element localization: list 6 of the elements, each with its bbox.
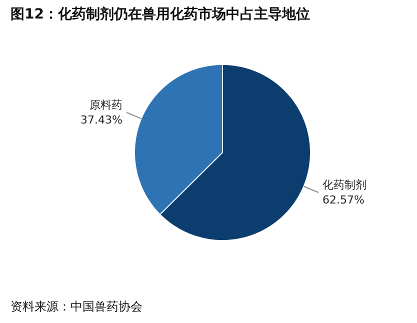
data-label: 37.43% [80, 113, 123, 126]
slice-label: 原料药 [90, 98, 123, 112]
text: 资料来源：中国兽药协会 [10, 300, 142, 314]
data-label: 62.57% [322, 194, 364, 207]
chart-title: 图12：化药制剂仍在兽用化药市场中占主导地位 [10, 6, 310, 22]
slice-label: 化药制剂 [322, 178, 366, 192]
